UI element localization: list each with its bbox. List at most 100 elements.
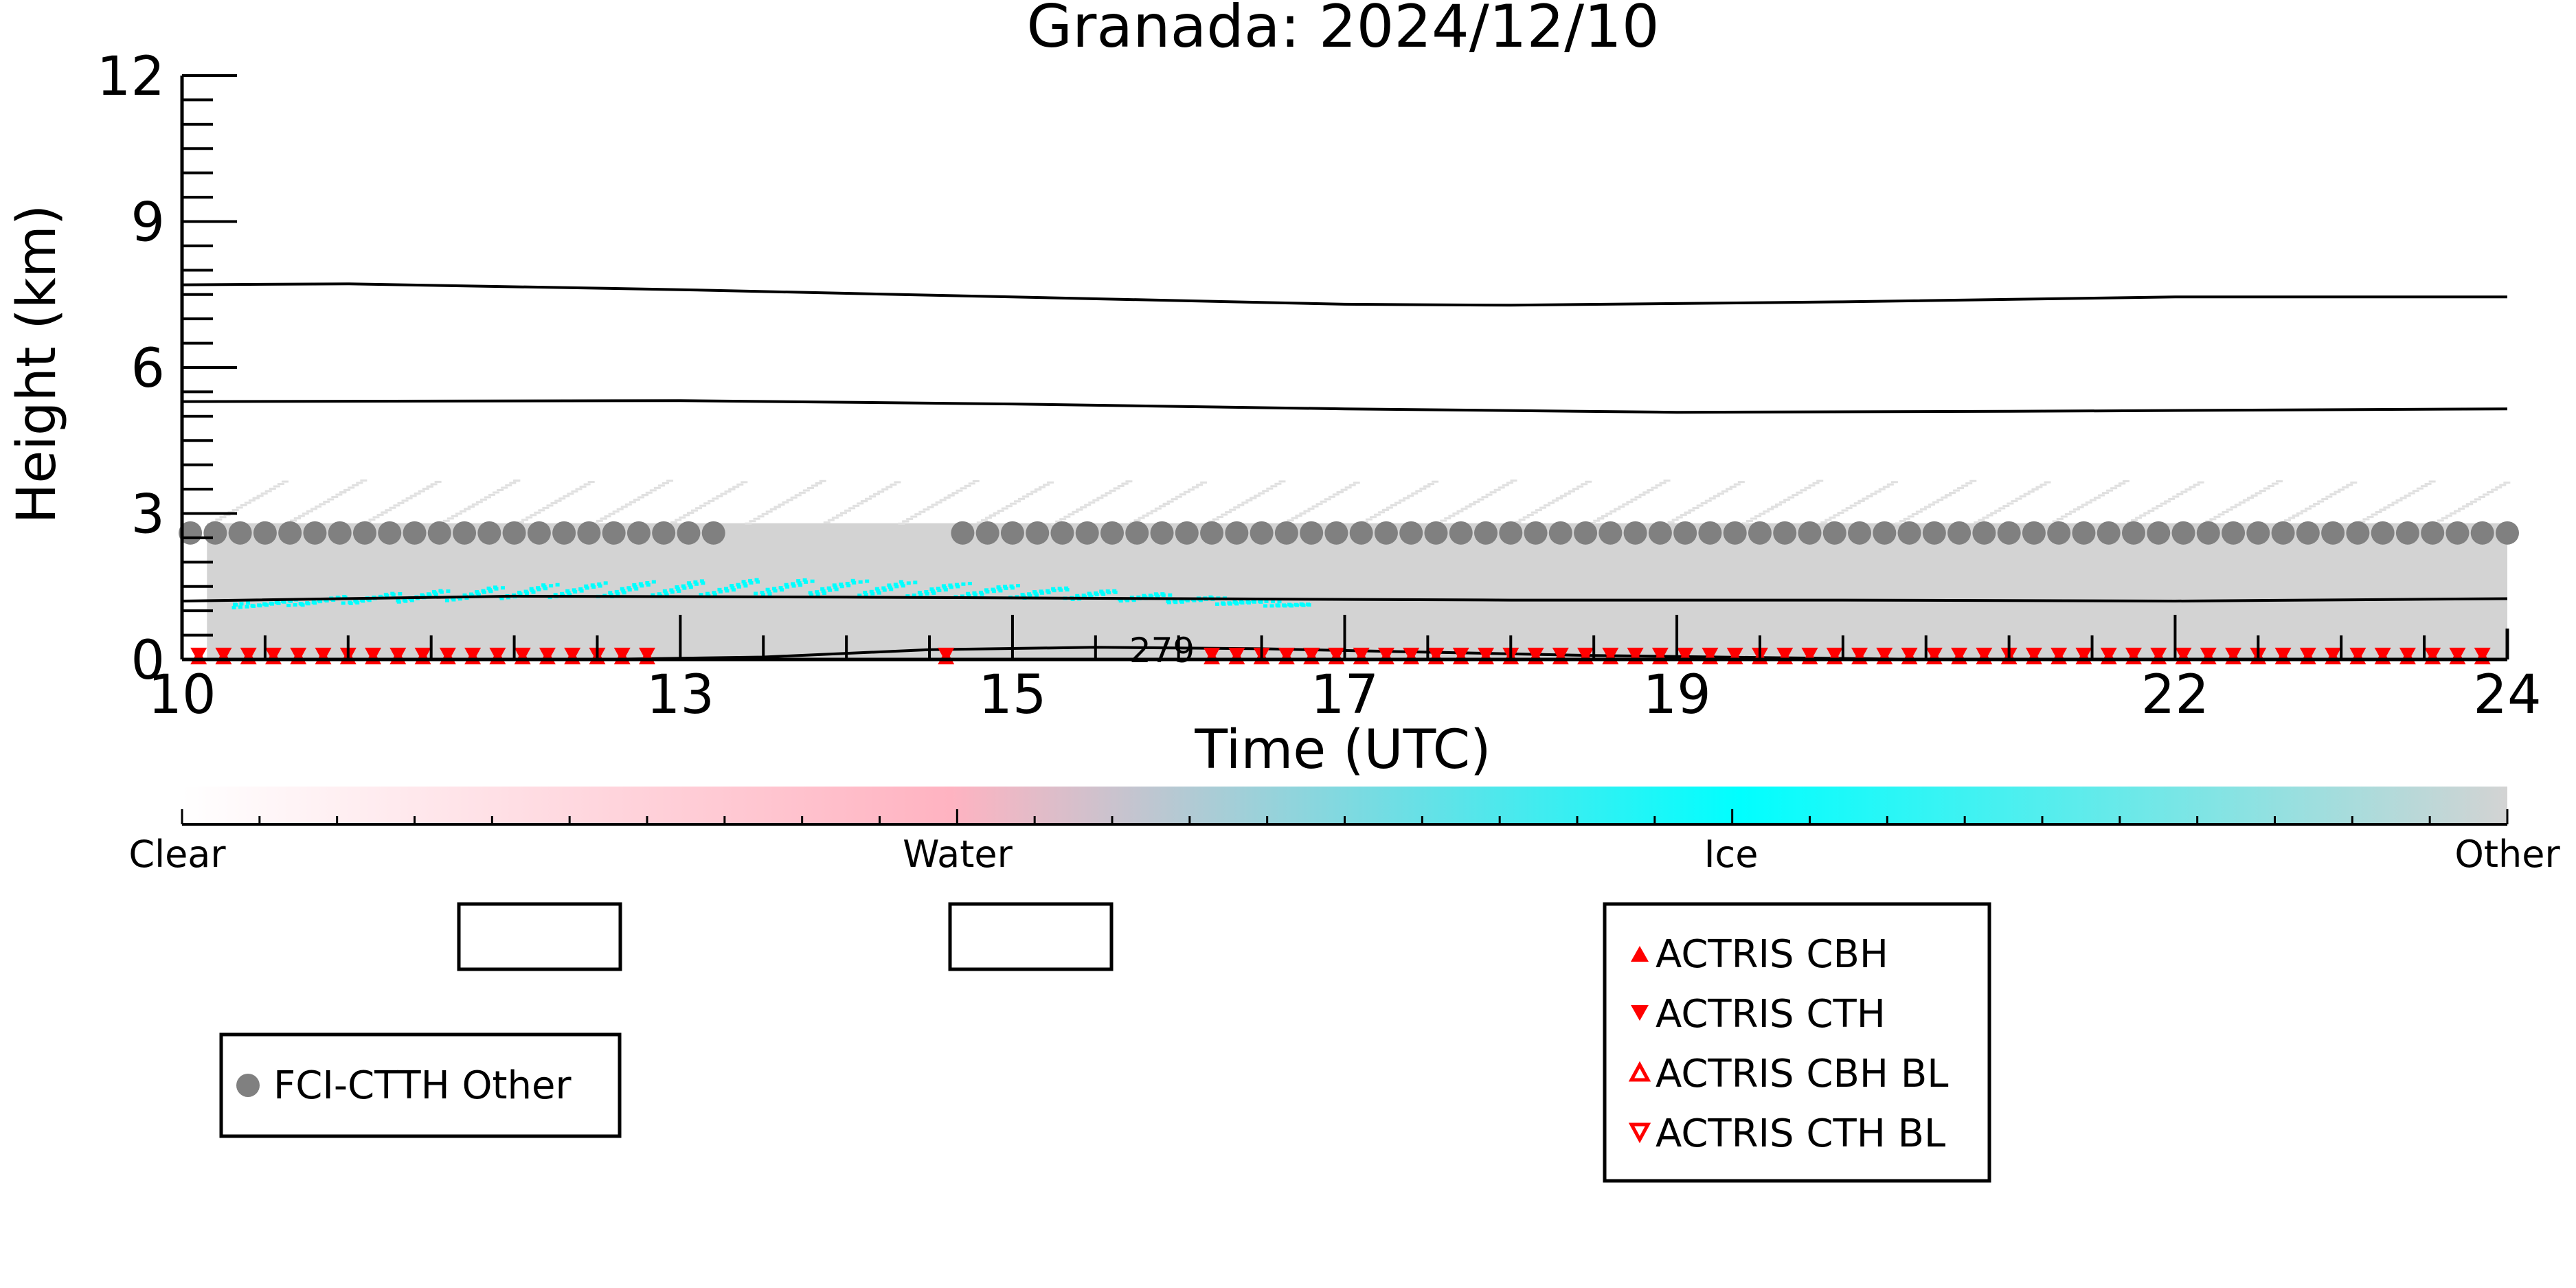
point <box>613 647 631 663</box>
point <box>228 521 252 545</box>
point <box>1873 521 1897 545</box>
point <box>626 521 651 545</box>
point <box>2171 521 2195 545</box>
point <box>2496 521 2519 545</box>
point <box>1204 647 1221 663</box>
point <box>2271 521 2295 545</box>
point <box>1776 647 1794 663</box>
point <box>1623 521 1647 545</box>
legend-label-actris-cbh: ACTRIS CBH <box>1656 932 1888 977</box>
point <box>2321 521 2345 545</box>
point <box>1377 647 1394 663</box>
point <box>1925 647 1943 663</box>
y-tick-label: 12 <box>97 46 165 108</box>
point <box>2222 521 2246 545</box>
point <box>2424 647 2441 663</box>
point <box>2474 647 2491 663</box>
point <box>2121 521 2145 545</box>
point <box>1452 647 1469 663</box>
contour-line-0 <box>181 282 2507 307</box>
point <box>278 521 302 545</box>
point <box>514 647 531 663</box>
plot-area: 279 0 3 6 9 12 10 13 15 17 19 22 24 <box>97 46 2542 726</box>
point <box>1000 521 1024 545</box>
point <box>2022 521 2046 545</box>
point <box>1228 647 1245 663</box>
x-tick-label: 17 <box>1311 664 1379 726</box>
point <box>552 521 576 545</box>
point <box>315 647 332 663</box>
point <box>1897 521 1921 545</box>
point <box>1424 521 1448 545</box>
point <box>1951 647 1968 663</box>
point <box>1598 521 1623 545</box>
point <box>203 521 227 545</box>
point <box>1922 521 1946 545</box>
point <box>1851 647 1868 663</box>
point <box>2349 647 2366 663</box>
point <box>2225 647 2242 663</box>
point <box>2246 521 2270 545</box>
point <box>1801 647 1818 663</box>
point <box>253 521 277 545</box>
legend-label-actris-cth-bl: ACTRIS CTH BL <box>1656 1111 1945 1156</box>
y-tick-label: 3 <box>131 484 165 546</box>
point <box>1026 521 1050 545</box>
point <box>352 521 376 545</box>
point <box>2097 521 2121 545</box>
point <box>1478 647 1495 663</box>
point <box>1150 521 1174 545</box>
point <box>1651 647 1669 663</box>
legend-box-actris <box>1603 902 1991 1183</box>
point <box>2371 521 2395 545</box>
point <box>1200 521 1224 545</box>
point <box>2147 521 2171 545</box>
point <box>2346 521 2370 545</box>
point <box>1677 647 1694 663</box>
point <box>1374 521 1398 545</box>
point <box>1474 521 1498 545</box>
point <box>2470 521 2494 545</box>
point <box>2150 647 2167 663</box>
point <box>2296 521 2320 545</box>
point <box>2399 647 2416 663</box>
point <box>652 521 676 545</box>
point <box>2200 647 2217 663</box>
point <box>2421 521 2445 545</box>
point <box>1798 521 1822 545</box>
point <box>1627 647 1644 663</box>
point <box>303 521 327 545</box>
contour-label: 279 <box>1129 631 1195 670</box>
x-axis-label: Time (UTC) <box>1194 719 1491 781</box>
point <box>1552 647 1569 663</box>
point <box>1602 647 1619 663</box>
point <box>2196 521 2220 545</box>
legend-label-actris-cbh-bl: ACTRIS CBH BL <box>1656 1052 1948 1096</box>
point <box>1075 521 1099 545</box>
point <box>389 647 407 663</box>
point <box>2374 647 2391 663</box>
point <box>2025 647 2042 663</box>
legend-marker-actris-cbh-bl <box>1628 1061 1651 1082</box>
point <box>2047 521 2071 545</box>
axes: 0 3 6 9 12 10 13 15 17 19 22 24 <box>97 46 2542 726</box>
legend-box-empty-2 <box>948 902 1114 971</box>
other-cloud-region <box>207 523 2508 659</box>
x-tick-label: 19 <box>1642 664 1710 726</box>
point <box>1947 521 1971 545</box>
point <box>639 647 655 663</box>
point <box>1524 521 1548 545</box>
point <box>1427 647 1445 663</box>
point <box>1876 647 1893 663</box>
legend-label-fci-other: FCI-CTTH Other <box>273 1063 572 1108</box>
point <box>527 521 551 545</box>
series-fci-ctth-other <box>179 521 2519 545</box>
cloud-mask-layer <box>207 479 2511 659</box>
colorbar: Clear Water Ice Other <box>128 787 2560 876</box>
point <box>701 521 725 545</box>
point <box>2125 647 2142 663</box>
y-axis-label: Height (km) <box>6 205 68 524</box>
point <box>2445 521 2470 545</box>
y-tick-label: 6 <box>131 338 165 400</box>
point <box>1577 647 1594 663</box>
